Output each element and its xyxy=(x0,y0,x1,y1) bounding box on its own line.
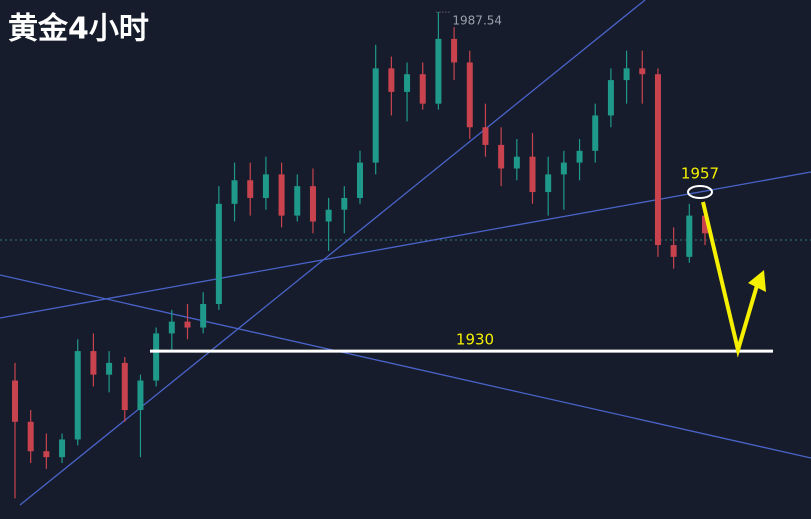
candle-body xyxy=(121,362,128,411)
candle-body xyxy=(325,209,332,222)
candle-body xyxy=(372,68,379,163)
level-label: 1957 xyxy=(681,165,719,183)
candle-body xyxy=(341,197,348,210)
candle-body xyxy=(435,38,442,104)
chart-title: 黄金4小时 xyxy=(8,12,149,47)
candle-body xyxy=(388,68,395,92)
trend-line xyxy=(19,0,646,506)
candle-body xyxy=(278,174,285,216)
candle-body xyxy=(466,62,473,128)
candle-body xyxy=(357,162,363,198)
candle-body xyxy=(482,127,489,145)
high-label: 1987.54 xyxy=(452,14,502,28)
candle-body xyxy=(106,362,113,375)
candle-body xyxy=(498,144,505,169)
candle-body xyxy=(686,215,693,257)
candle-body xyxy=(231,180,238,204)
candle-body xyxy=(168,321,175,334)
candle-body xyxy=(639,68,646,75)
candle-body xyxy=(654,74,661,246)
arrow-head xyxy=(748,270,766,292)
candle-body xyxy=(513,156,520,169)
candle-body xyxy=(545,174,552,193)
candle-body xyxy=(74,351,81,440)
trend-line xyxy=(0,274,811,459)
candle-body xyxy=(90,351,97,375)
candle-body xyxy=(592,115,599,151)
candle-body xyxy=(153,333,160,381)
candle-body xyxy=(137,380,144,411)
candle-body xyxy=(576,150,583,163)
candle-body xyxy=(309,186,316,222)
candle-body xyxy=(670,245,677,257)
candle-body xyxy=(247,180,254,198)
candle-body xyxy=(184,321,191,328)
level-circle xyxy=(687,185,713,200)
candle-body xyxy=(262,174,269,198)
candle-body xyxy=(43,451,50,458)
support-label: 1930 xyxy=(456,331,494,349)
candles xyxy=(12,12,708,499)
candle-body xyxy=(560,162,567,175)
candle-body xyxy=(59,439,66,458)
candle-body xyxy=(200,303,207,328)
candle-body xyxy=(404,74,411,92)
candle-body xyxy=(702,215,708,234)
annotations: 1987.54 1957 1930 xyxy=(150,11,773,353)
candle-body xyxy=(451,38,458,63)
candle-body xyxy=(215,203,222,304)
candle-body xyxy=(27,421,34,452)
candle-body xyxy=(12,380,18,422)
candle-body xyxy=(419,74,426,104)
candle-body xyxy=(607,80,614,116)
arrow xyxy=(701,201,760,358)
candle-body xyxy=(294,186,301,216)
candle-body xyxy=(529,156,536,193)
candle-body xyxy=(623,68,630,81)
trend-line xyxy=(0,171,811,319)
